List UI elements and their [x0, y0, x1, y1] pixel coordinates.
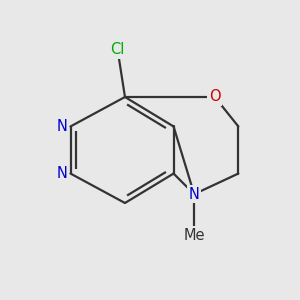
Text: N: N: [57, 166, 68, 181]
Text: O: O: [209, 89, 220, 104]
Text: Cl: Cl: [110, 42, 125, 57]
Text: N: N: [57, 119, 68, 134]
Text: N: N: [189, 187, 200, 202]
Text: Me: Me: [183, 228, 205, 243]
